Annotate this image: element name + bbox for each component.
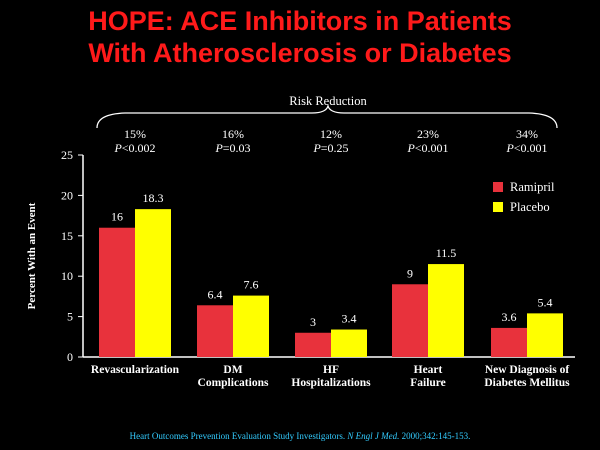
bar-ramipril (295, 332, 331, 357)
y-axis-label: Percent With an Event (26, 202, 38, 309)
legend-label: Ramipril (510, 180, 555, 194)
p-value: <0.001 (415, 141, 449, 155)
data-label: 5.4 (538, 295, 553, 309)
p-symbol: P (406, 141, 415, 155)
p-value-label: P<0.001 (505, 141, 547, 155)
citation: Heart Outcomes Prevention Evaluation Stu… (0, 431, 600, 441)
legend-label: Placebo (510, 200, 550, 214)
risk-reduction-value: 15% (124, 127, 146, 141)
data-label: 6.4 (208, 287, 223, 301)
x-tick-label: DM (223, 364, 242, 376)
p-symbol: P (312, 141, 321, 155)
data-label: 3 (310, 315, 316, 329)
risk-reduction-annotations: 15%P<0.00216%P=0.0312%P=0.2523%P<0.00134… (113, 127, 547, 155)
data-label: 9 (407, 266, 413, 280)
data-label: 7.6 (244, 278, 259, 292)
data-label: 3.6 (502, 310, 517, 324)
slide-title-line-2: With Atherosclerosis or Diabetes (88, 38, 512, 68)
chart-legend: Ramipril Placebo (493, 180, 555, 214)
x-tick-label: Failure (410, 377, 446, 389)
citation-journal: N Engl J Med. (347, 431, 400, 441)
p-value: =0.03 (223, 141, 251, 155)
y-tick-label: 20 (61, 188, 73, 202)
bar-ramipril (197, 305, 233, 357)
p-value: =0.25 (321, 141, 349, 155)
risk-reduction-brace-group: Risk Reduction (96, 94, 558, 129)
citation-authors: Heart Outcomes Prevention Evaluation Stu… (129, 431, 346, 441)
curly-brace (96, 103, 558, 129)
risk-reduction-value: 23% (417, 127, 439, 141)
data-label: 18.3 (143, 191, 164, 205)
x-tick-label: Diabetes Mellitus (484, 377, 570, 389)
x-tick-label: HF (323, 364, 339, 376)
p-symbol: P (214, 141, 223, 155)
data-label: 16 (111, 210, 123, 224)
risk-reduction-value: 34% (516, 127, 538, 141)
p-value-label: P=0.03 (214, 141, 250, 155)
p-symbol: P (113, 141, 122, 155)
citation-ref: 2000;342:145-153. (401, 431, 471, 441)
p-value-label: P<0.002 (113, 141, 155, 155)
chart-bars: 16 6.4 3 9 3.6 18.3 7.6 3.4 11.5 5.4 (99, 191, 563, 357)
slide-title-line-1: HOPE: ACE Inhibitors in Patients (88, 6, 512, 36)
data-label: 11.5 (436, 246, 457, 260)
bar-placebo (331, 329, 367, 357)
y-tick-label: 10 (61, 269, 73, 283)
p-value: <0.001 (514, 141, 548, 155)
x-tick-label: Complications (198, 377, 269, 389)
bar-placebo (135, 209, 171, 357)
y-tick-label: 25 (61, 148, 73, 162)
x-tick-label: Heart (414, 364, 443, 376)
bar-ramipril (392, 284, 428, 357)
bar-ramipril (99, 227, 135, 357)
p-value: <0.002 (122, 141, 156, 155)
x-tick-label: New Diagnosis of (485, 364, 570, 376)
risk-reduction-value: 12% (320, 127, 342, 141)
p-value-label: P<0.001 (406, 141, 448, 155)
x-tick-label: Revascularization (91, 364, 180, 376)
bar-placebo (233, 295, 269, 357)
risk-reduction-label: Risk Reduction (289, 94, 367, 108)
x-tick-label: Hospitalizations (291, 377, 371, 389)
y-tick-label: 15 (61, 229, 73, 243)
legend-swatch-placebo (493, 202, 503, 212)
p-value-label: P=0.25 (312, 141, 348, 155)
bar-ramipril (491, 327, 527, 357)
bar-placebo (428, 264, 464, 357)
bar-placebo (527, 313, 563, 357)
risk-reduction-value: 16% (222, 127, 244, 141)
y-tick-label: 5 (67, 310, 73, 324)
y-tick-label: 0 (67, 350, 73, 364)
legend-swatch-ramipril (493, 182, 503, 192)
data-label: 3.4 (342, 312, 357, 326)
p-symbol: P (505, 141, 514, 155)
